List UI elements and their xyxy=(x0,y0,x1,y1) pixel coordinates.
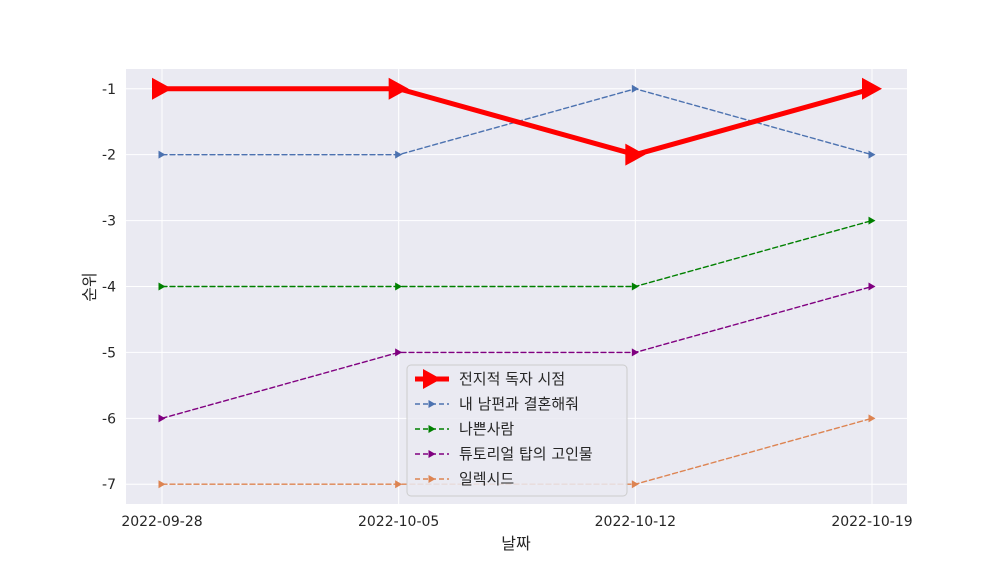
data-point-marker xyxy=(158,414,166,423)
data-point-marker xyxy=(631,348,639,357)
data-point-marker xyxy=(395,282,403,291)
x-tick-label: 2022-10-12 xyxy=(595,514,676,530)
data-point-marker xyxy=(631,84,639,93)
series-line xyxy=(161,219,873,288)
series-나쁜사람 xyxy=(158,216,876,291)
series-튜토리얼 탑의 고인물 xyxy=(158,282,876,423)
data-point-marker xyxy=(395,480,403,489)
series-전지적 독자 시점 xyxy=(152,77,882,166)
data-point-marker xyxy=(158,282,166,291)
legend-entry: 내 남편과 결혼해줘 xyxy=(415,395,579,413)
data-point-marker xyxy=(868,414,876,423)
legend-entry: 일렉시드 xyxy=(415,470,514,488)
legend-box xyxy=(406,364,628,497)
y-tick-label: -1 xyxy=(102,82,116,98)
x-axis-title: 날짜 xyxy=(501,534,531,553)
legend-marker xyxy=(428,475,436,483)
data-point-marker xyxy=(625,143,646,166)
data-point-marker xyxy=(388,77,409,100)
legend-label: 일렉시드 xyxy=(459,470,514,488)
data-point-marker xyxy=(868,282,876,291)
y-tick-label: -4 xyxy=(102,280,116,296)
y-tick-labels: -1 -2 -3 -4 -5 -6 -7 xyxy=(102,82,116,493)
x-tick-label: 2022-10-05 xyxy=(358,514,439,530)
data-point-marker xyxy=(862,77,882,100)
series-layer xyxy=(152,77,882,489)
legend-entry: 전지적 독자 시점 xyxy=(415,369,565,389)
data-point-marker xyxy=(868,150,876,159)
y-tick-label: -5 xyxy=(102,345,116,361)
series-line xyxy=(159,86,875,158)
x-tick-label: 2022-09-28 xyxy=(121,514,202,530)
legend-entry: 나쁜사람 xyxy=(415,420,514,438)
legend-label: 전지적 독자 시점 xyxy=(459,370,565,388)
data-point-marker xyxy=(395,348,403,357)
y-tick-label: -6 xyxy=(102,411,116,427)
x-tick-label: 2022-10-19 xyxy=(831,514,912,530)
data-point-marker xyxy=(158,480,166,489)
y-tick-label: -3 xyxy=(102,214,116,230)
legend-label: 튜토리얼 탑의 고인물 xyxy=(459,445,593,463)
data-point-marker xyxy=(631,282,639,291)
legend-label: 나쁜사람 xyxy=(459,420,514,438)
legend-marker xyxy=(423,369,441,389)
data-point-marker xyxy=(152,77,172,100)
legend-entry: 튜토리얼 탑의 고인물 xyxy=(415,445,593,463)
data-point-marker xyxy=(395,150,403,159)
data-point-marker xyxy=(158,150,166,159)
data-point-marker xyxy=(631,480,639,489)
legend-label: 내 남편과 결혼해줘 xyxy=(459,395,579,413)
y-tick-label: -2 xyxy=(102,148,116,164)
y-axis-title: 순위 xyxy=(80,272,99,301)
legend-marker xyxy=(428,450,436,458)
legend-marker xyxy=(428,400,436,408)
legend-marker xyxy=(428,425,436,433)
data-point-marker xyxy=(868,216,876,225)
series-line xyxy=(161,285,873,420)
x-tick-labels: 2022-09-28 2022-10-05 2022-10-12 2022-10-19 xyxy=(121,514,912,530)
y-tick-label: -7 xyxy=(102,477,116,493)
